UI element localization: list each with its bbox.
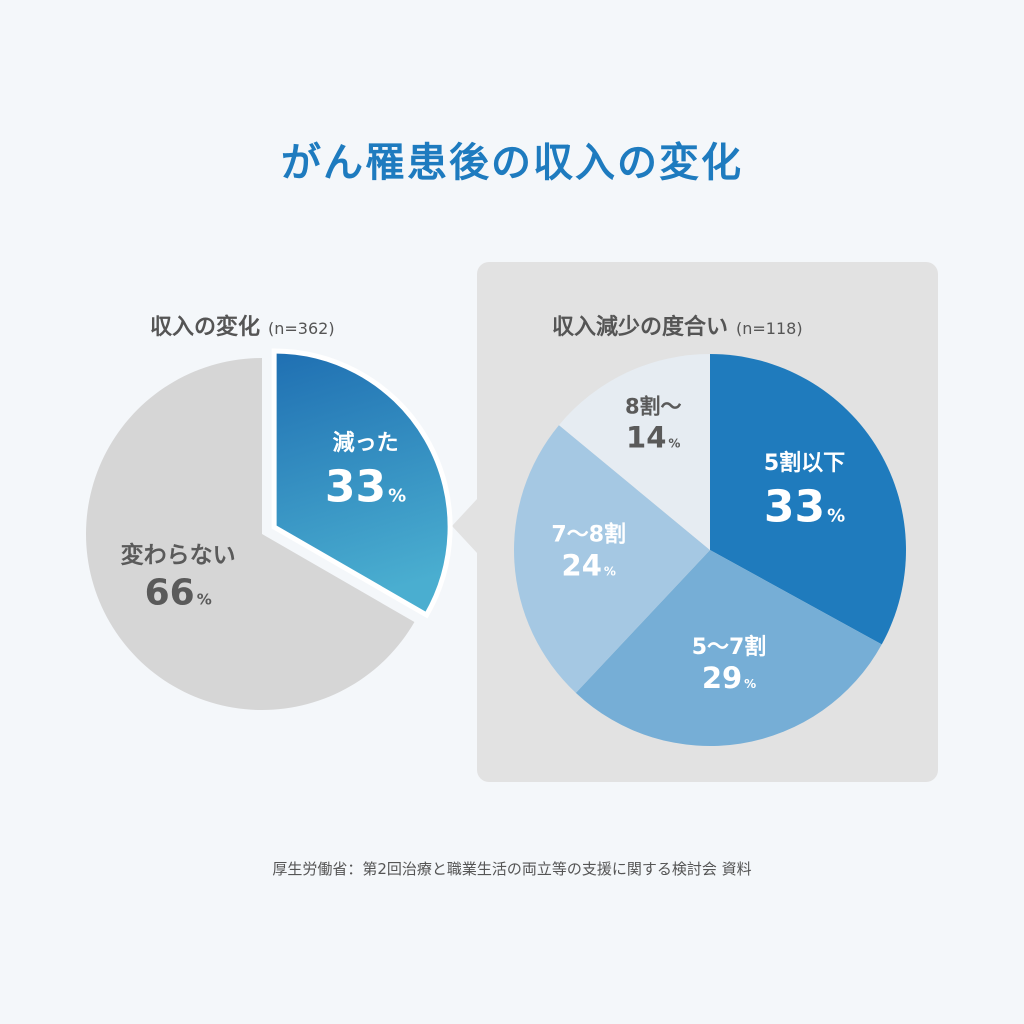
pie1-slice-0-value: 33%: [764, 481, 845, 532]
pie1-slice-3-label: 8割〜: [625, 394, 682, 418]
pie0-slice-1: [86, 358, 415, 710]
right-chart-heading: 収入減少の度合い (n=118): [552, 309, 803, 341]
pie1-slice-3-value: 14%: [626, 420, 680, 454]
pie1-slice-1: [575, 550, 882, 746]
page-title: がん罹患後の収入の変化: [281, 140, 743, 186]
left-chart-title: 収入の変化: [150, 315, 261, 340]
pie0-slice-0: [271, 348, 453, 619]
pie1-slice-0: [710, 354, 906, 645]
pie1-slice-3: [558, 354, 710, 550]
pie1-slice-2: [514, 425, 710, 693]
source-note: 厚生労働省：第2回治療と職業生活の両立等の支援に関する検討会 資料: [272, 860, 752, 878]
left-chart-heading: 収入の変化 (n=362): [150, 309, 335, 341]
pie1-slice-0-label: 5割以下: [764, 450, 845, 476]
callout-pointer: [452, 498, 478, 554]
income-change-pie: 減った 33 % 変わらない 66%: [86, 348, 453, 710]
pie0-slice-0-label: 減った: [333, 431, 399, 456]
pie1-slice-1-label: 5〜7割: [692, 634, 767, 660]
pie0-slice-1-label: 変わらない: [121, 542, 236, 569]
pie1-slice-1-value: 29%: [702, 661, 756, 695]
left-chart-sample-size: (n=362): [268, 319, 335, 338]
right-chart-sample-size: (n=118): [736, 319, 803, 338]
pie0-slice-1-value: 66%: [145, 573, 212, 614]
right-chart-title: 収入減少の度合い: [552, 315, 729, 340]
pie1-slice-2-label: 7〜8割: [551, 522, 626, 548]
pie0-slice-0-value: 33%: [325, 461, 406, 512]
pie1-slice-2-value: 24%: [562, 549, 616, 583]
